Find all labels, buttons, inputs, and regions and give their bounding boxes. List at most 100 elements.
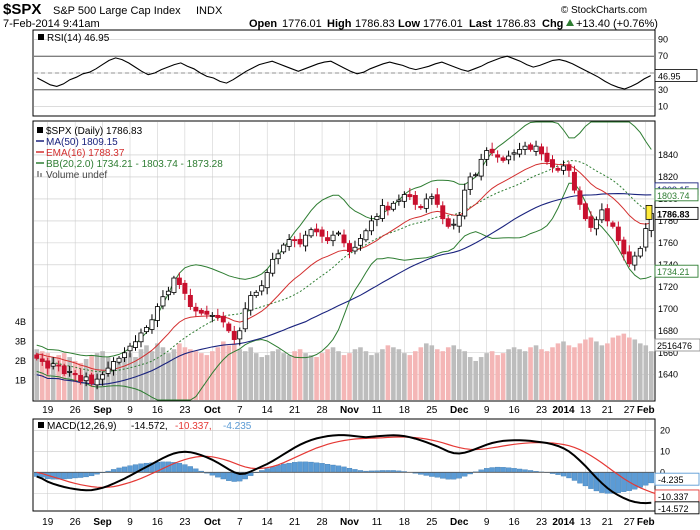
candle-up — [281, 244, 287, 253]
candle-down — [418, 205, 424, 209]
price-tick-label: 1680 — [658, 326, 678, 336]
x-axis-label: Feb — [637, 517, 655, 528]
volume-bar — [391, 347, 396, 400]
candle-down — [544, 152, 550, 162]
price-tick-label: 1780 — [658, 216, 678, 226]
price-tag — [654, 264, 699, 278]
candle-up — [599, 209, 605, 221]
candle-down — [56, 364, 62, 367]
volume-bar — [264, 355, 270, 400]
volume-bar — [297, 349, 303, 400]
candle-up — [237, 330, 243, 340]
x-axis-label: 14 — [262, 405, 274, 416]
macd-panel — [32, 418, 656, 512]
macd-histogram-bar — [209, 472, 215, 476]
volume-bar — [402, 353, 407, 400]
volume-bar — [648, 351, 654, 400]
volume-bar — [314, 357, 319, 400]
volume-bar — [418, 347, 424, 400]
macd-value-tag — [654, 501, 700, 515]
macd-histogram-bar — [500, 467, 506, 473]
candle-up — [643, 228, 649, 248]
macd-histogram-bar — [495, 466, 501, 473]
macd-histogram-bar — [116, 467, 122, 473]
macd-histogram-bar — [566, 472, 572, 479]
candle-down — [407, 194, 413, 198]
ema16-line — [36, 162, 652, 371]
volume-bar — [473, 360, 478, 400]
x-axis-label: 19 — [42, 517, 54, 528]
x-axis-label: 9 — [127, 517, 133, 528]
candle-up — [160, 296, 166, 307]
candle-up — [303, 234, 309, 247]
price-legend-item: BB(20,2.0) 1734.21 - 1803.74 - 1873.28 — [46, 159, 223, 170]
price-tag-label: 1803.74 — [657, 191, 690, 201]
header-name: S&P 500 Large Cap Index — [53, 5, 181, 17]
macd-histogram-bar — [330, 464, 336, 473]
macd-histogram-bar — [88, 472, 95, 477]
candlestick-icon — [37, 127, 43, 133]
candle-down — [187, 294, 193, 308]
volume-bar — [511, 347, 517, 400]
volume-bar — [478, 357, 484, 400]
macd-histogram-bar — [182, 464, 188, 473]
macd-histogram-bar — [637, 472, 643, 488]
candle-down — [500, 157, 506, 161]
x-axis-label: Oct — [204, 517, 221, 528]
macd-histogram-bar — [215, 472, 221, 478]
volume-bar — [281, 353, 286, 400]
macd-histogram-bar — [522, 469, 528, 473]
open-value: 1776.01 — [282, 18, 322, 30]
last-price-marker — [645, 204, 653, 220]
price-tick-label: 1700 — [658, 304, 678, 314]
candle-up — [253, 291, 259, 297]
candle-up — [105, 367, 111, 374]
high-value: 1786.83 — [355, 18, 395, 30]
x-axis-label: 7 — [237, 517, 243, 528]
candle-up — [506, 155, 512, 161]
candle-up — [149, 319, 155, 330]
candle-up — [484, 150, 490, 160]
candle-up — [248, 295, 254, 311]
macd-histogram-bar — [308, 461, 314, 473]
volume-bar — [111, 360, 116, 400]
candle-up — [336, 232, 341, 235]
volume-bar — [637, 343, 643, 400]
price-tick-label: 1640 — [658, 370, 678, 380]
candle-up — [451, 223, 457, 226]
volume-bar — [632, 339, 638, 400]
x-axis-label: 21 — [289, 517, 301, 528]
candle-down — [566, 164, 572, 171]
candle-up — [363, 230, 369, 241]
candle-down — [445, 218, 451, 227]
candle-down — [604, 208, 610, 222]
candle-down — [347, 243, 352, 253]
volume-bar — [188, 349, 193, 400]
volume-tick-label: 4B — [15, 317, 26, 327]
macd-histogram-bar — [302, 461, 309, 473]
candle-down — [412, 195, 418, 205]
x-axis-label: 7 — [237, 405, 243, 416]
candle-up — [67, 371, 73, 373]
rsi-legend-icon — [38, 34, 44, 40]
volume-bar — [445, 347, 451, 400]
macd-histogram-bar — [270, 466, 276, 473]
volume-bar — [133, 357, 138, 400]
volume-bar — [374, 353, 380, 400]
high-label: High — [327, 18, 352, 30]
candle-up — [209, 314, 215, 317]
macd-histogram-bar — [335, 465, 342, 473]
volume-bar — [127, 353, 133, 400]
x-axis-label: Nov — [340, 405, 359, 416]
volume-bar — [539, 349, 544, 400]
macd-histogram-bar — [632, 472, 638, 490]
x-axis-label: 9 — [484, 517, 490, 528]
macd-histogram-bar — [423, 472, 429, 476]
x-axis-label: 13 — [580, 517, 592, 528]
header-exchange: INDX — [196, 5, 223, 17]
candle-up — [423, 198, 429, 209]
candle-up — [133, 341, 138, 348]
volume-tick-label: 3B — [15, 336, 26, 346]
candle-up — [171, 277, 177, 293]
macd-legend-item: -10.337, — [175, 421, 212, 432]
